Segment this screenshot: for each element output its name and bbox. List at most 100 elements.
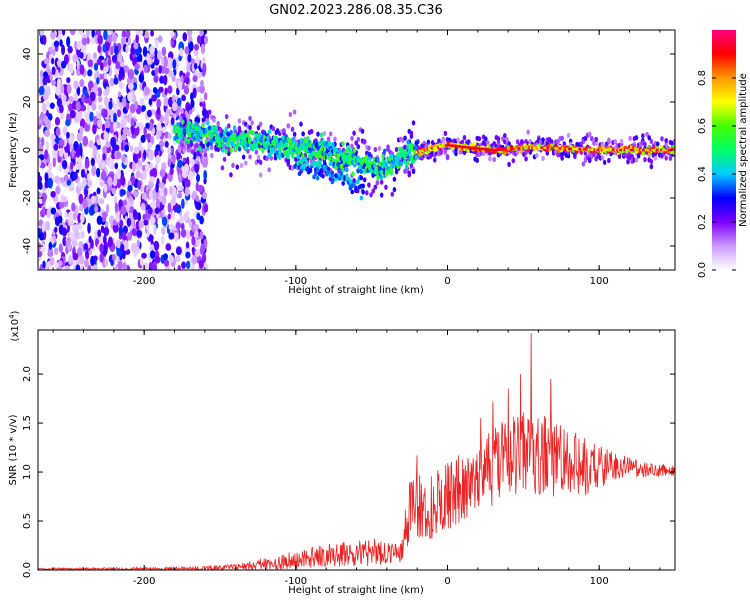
spectrogram-cell: [131, 228, 137, 236]
spectrogram-cell: [199, 231, 204, 240]
spectrogram-cell: [50, 207, 57, 215]
spectrogram-cell: [111, 54, 118, 62]
spectrogram-cell: [282, 128, 286, 134]
spectrogram-cell: [140, 202, 146, 211]
spectrogram-cell: [75, 264, 81, 270]
spectrogram-cell: [96, 215, 103, 225]
spectrogram-cell: [403, 144, 407, 150]
spectrogram-cell: [58, 243, 63, 253]
spectrogram-cell: [379, 169, 384, 176]
spectrogram-cell: [163, 57, 168, 68]
spectrogram-cell: [61, 44, 66, 56]
spectrogram-cell: [110, 162, 116, 170]
spectrogram-cell: [322, 130, 327, 137]
spectrogram-cell: [202, 191, 208, 200]
spectrogram-cell: [92, 145, 98, 156]
spectrogram-cell: [526, 148, 530, 153]
spectrogram-cell: [454, 151, 458, 157]
spectrogram-cell: [154, 207, 160, 215]
spectrogram-cell: [664, 141, 669, 147]
spectrogram-cell: [398, 152, 402, 158]
spectrogram-cell: [64, 211, 68, 219]
spectrogram-cell: [127, 185, 133, 192]
spectrogram-cell: [232, 125, 237, 131]
spectrogram-cell: [330, 179, 335, 185]
spectrogram-cell: [367, 182, 371, 188]
spectrogram-cell: [199, 30, 204, 36]
spectrogram-cell: [51, 79, 57, 86]
spectrogram-cell: [315, 166, 320, 172]
spectrogram-cell: [141, 192, 148, 201]
spectrogram-cell: [628, 135, 632, 142]
spectrogram-cell: [235, 164, 240, 170]
spectrogram-cell: [134, 63, 140, 70]
spectrogram-cell: [473, 142, 477, 146]
spectrogram-cell: [188, 41, 194, 52]
spectrogram-cell: [49, 73, 53, 82]
spectrogram-cell: [655, 141, 660, 147]
spectrogram-cell: [344, 167, 349, 173]
spectrogram-cell: [352, 130, 356, 136]
spectrogram-cell: [396, 155, 400, 161]
spectrogram-cell: [46, 208, 51, 219]
spectrogram-cell: [184, 110, 189, 116]
spectrogram-cell: [355, 188, 360, 194]
spectrogram-cell: [294, 145, 298, 151]
spectrogram-cell: [262, 130, 267, 136]
spectrogram-cell: [155, 199, 161, 210]
spectrogram-cell: [123, 117, 128, 126]
spectrogram-cell: [304, 159, 309, 165]
spectrogram-cell: [74, 40, 78, 50]
spectrogram-cell: [122, 263, 128, 270]
spectrogram-x-tick-label: 100: [590, 276, 609, 287]
spectrogram-cell: [426, 139, 431, 145]
spectrogram-cell: [101, 123, 106, 132]
spectrogram-cell: [556, 139, 560, 145]
spectrogram-cell: [205, 113, 210, 119]
spectrogram-cell: [78, 30, 84, 35]
spectrogram-cell: [284, 149, 288, 155]
colorbar-tick-label: 0.0: [697, 262, 708, 278]
spectrogram-x-tick-label: -200: [133, 276, 156, 287]
spectrogram-cell: [163, 253, 169, 260]
spectrogram-cell: [202, 62, 207, 74]
colorbar-tick-label: 0.8: [697, 70, 708, 86]
spectrogram-cell: [496, 136, 501, 142]
spectrogram-cell: [239, 162, 244, 169]
spectrogram-cell: [251, 130, 255, 136]
spectrogram-cell: [73, 80, 79, 90]
spectrogram-cell: [38, 232, 44, 241]
spectrogram-cell: [200, 243, 206, 254]
spectrogram-cell: [460, 139, 465, 145]
spectrogram-cell: [177, 80, 183, 91]
spectrogram-y-tick-label: -40: [22, 238, 33, 254]
spectrogram-cell: [243, 160, 248, 166]
spectrogram-cell: [381, 153, 385, 160]
spectrogram-cell: [44, 172, 49, 183]
spectrogram-cell: [126, 232, 133, 241]
spectrogram-cell: [55, 185, 61, 195]
spectrogram-cell: [138, 73, 145, 83]
spectrogram-cell: [507, 161, 511, 167]
spectrogram-cell: [133, 146, 140, 154]
spectrogram-cell: [91, 165, 97, 177]
spectrogram-cell: [626, 159, 630, 165]
spectrogram-cell: [344, 173, 349, 179]
spectrogram-cell: [161, 161, 167, 172]
spectrogram-cell: [541, 137, 545, 143]
spectrogram-cell: [182, 148, 187, 154]
spectrogram-cell: [88, 140, 94, 149]
spectrogram-cell: [309, 128, 314, 135]
spectrogram-cell: [182, 128, 187, 134]
spectrogram-cell: [158, 35, 163, 43]
spectrogram-cell: [509, 144, 514, 149]
spectrogram-cell: [196, 238, 201, 247]
spectrogram-cell: [365, 190, 369, 196]
spectrogram-cell: [139, 257, 144, 266]
spectrogram-cell: [145, 122, 150, 129]
spectrogram-cell: [105, 41, 110, 52]
spectrogram-cell: [432, 157, 437, 163]
spectrogram-cell: [172, 58, 177, 70]
spectrogram-cell: [118, 81, 125, 89]
spectrogram-cell: [79, 51, 84, 59]
